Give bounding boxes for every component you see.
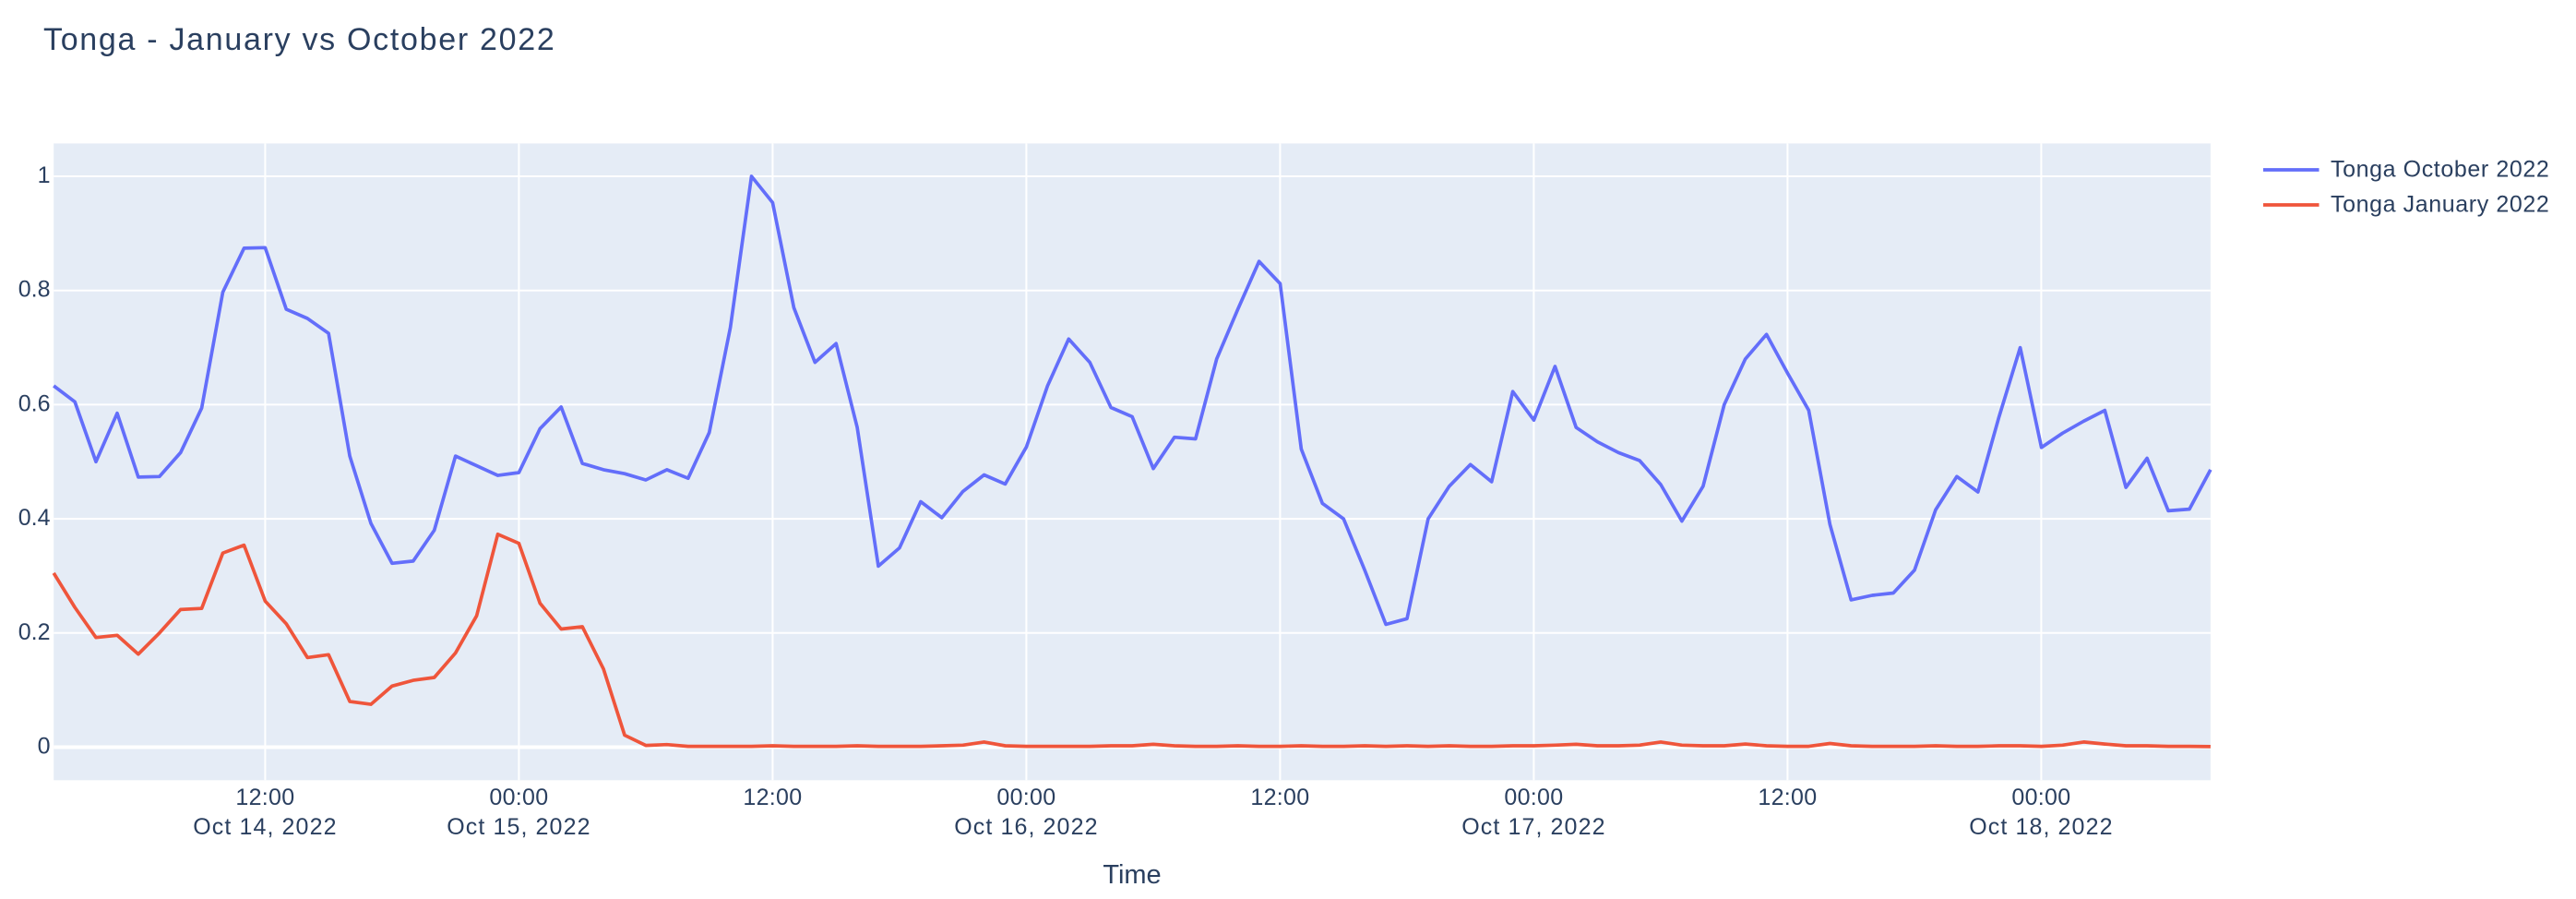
svg-text:12:00: 12:00 (235, 785, 294, 810)
svg-text:Oct 15, 2022: Oct 15, 2022 (447, 814, 590, 840)
svg-text:12:00: 12:00 (743, 785, 802, 810)
svg-text:0.2: 0.2 (18, 619, 51, 645)
svg-text:00:00: 00:00 (1504, 785, 1563, 810)
svg-text:0.4: 0.4 (18, 505, 51, 531)
svg-text:0.6: 0.6 (18, 390, 51, 416)
svg-text:12:00: 12:00 (1250, 785, 1309, 810)
svg-text:12:00: 12:00 (1758, 785, 1817, 810)
svg-text:1: 1 (38, 162, 51, 188)
svg-text:00:00: 00:00 (996, 785, 1055, 810)
svg-text:0.8: 0.8 (18, 277, 51, 303)
svg-text:00:00: 00:00 (489, 785, 548, 810)
svg-text:Oct 17, 2022: Oct 17, 2022 (1461, 814, 1605, 840)
svg-text:00:00: 00:00 (2011, 785, 2070, 810)
svg-text:0: 0 (38, 734, 51, 760)
svg-text:Oct 16, 2022: Oct 16, 2022 (954, 814, 1098, 840)
svg-text:Tonga October 2022: Tonga October 2022 (2331, 157, 2549, 183)
svg-text:Oct 18, 2022: Oct 18, 2022 (1969, 814, 2113, 840)
svg-text:Oct 14, 2022: Oct 14, 2022 (193, 814, 337, 840)
svg-text:Time: Time (1103, 860, 1161, 890)
svg-text:Tonga - January vs October 202: Tonga - January vs October 2022 (43, 22, 555, 57)
svg-text:Tonga January 2022: Tonga January 2022 (2331, 192, 2549, 218)
